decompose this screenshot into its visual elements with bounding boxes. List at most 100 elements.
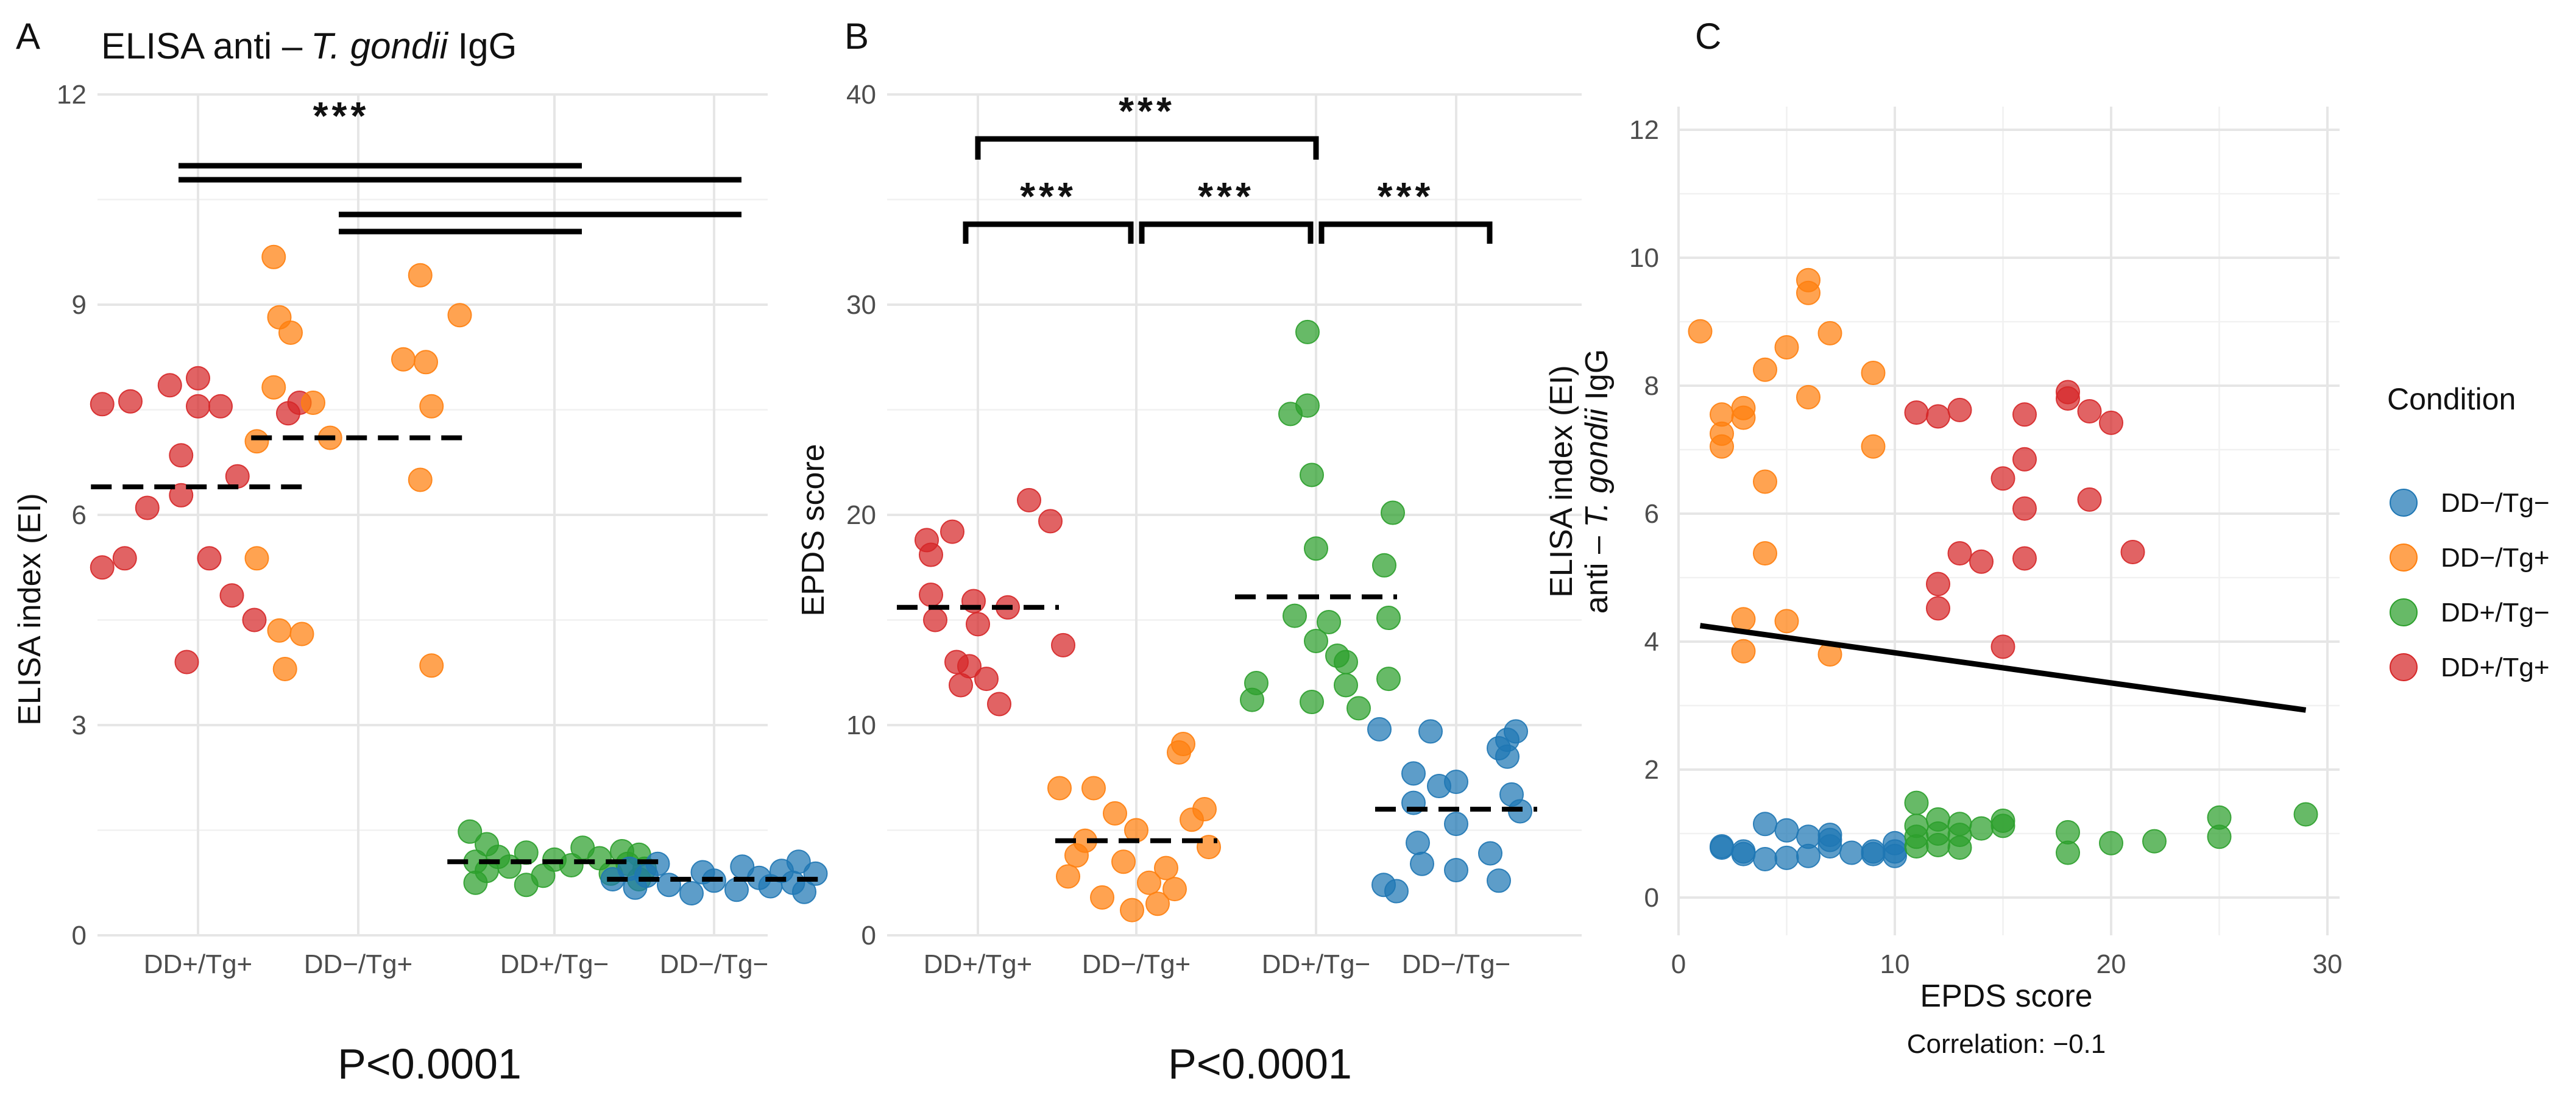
c-point <box>1753 469 1777 494</box>
c-point <box>2056 386 2080 411</box>
panel-b-major-gridlines <box>887 93 1582 937</box>
c-point <box>1753 541 1777 566</box>
a-point <box>559 853 584 877</box>
c-point <box>1904 834 1929 859</box>
a-x-tick: DD−/Tg+ <box>304 949 413 979</box>
c-point <box>1861 434 1886 459</box>
a-point <box>514 840 539 865</box>
b-point <box>1444 812 1468 837</box>
b-point <box>1418 719 1443 744</box>
panel-a-major-gridlines <box>97 93 768 937</box>
b-point <box>1240 687 1264 712</box>
b-point <box>1381 500 1405 525</box>
b-point <box>1111 849 1136 874</box>
c-point <box>2142 829 2167 854</box>
c-point <box>1796 280 1821 305</box>
a-point <box>208 394 233 419</box>
c-point <box>1861 361 1886 385</box>
c-point <box>1774 845 1799 870</box>
panel-c-y-axis-label-line2: anti – T. gondii IgG <box>1579 349 1615 614</box>
b-point <box>1162 877 1187 902</box>
b-x-tick: DD+/Tg+ <box>924 949 1033 979</box>
c-point <box>1731 841 1756 866</box>
a-y-tick: 3 <box>72 710 87 740</box>
b-point <box>1154 855 1178 880</box>
c-point <box>1817 321 1842 345</box>
panel-a-title-start: ELISA anti – <box>101 26 303 66</box>
b-point <box>1304 536 1328 561</box>
c-point <box>1688 319 1713 344</box>
panel-b-y-axis-label: EPDS score <box>796 444 831 616</box>
b-point <box>1295 319 1320 344</box>
b-point <box>1180 807 1204 832</box>
b-y-tick: 40 <box>846 80 876 110</box>
panel-c-points <box>1688 267 2318 871</box>
c-point <box>1990 634 2015 659</box>
c-point <box>1774 818 1799 843</box>
a-point <box>276 401 300 426</box>
panel-b-median-bars <box>897 594 1537 843</box>
c-point <box>1904 790 1929 815</box>
a-point <box>242 607 267 632</box>
c-point <box>2056 820 2080 845</box>
b-point <box>919 542 943 567</box>
panel-a-p-value: P<0.0001 <box>338 1040 522 1088</box>
panel-c-major-gridlines <box>1677 107 2340 935</box>
panel-c-regression <box>1699 623 2307 713</box>
panel-c-y-axis-label-line1: ELISA index (EI) <box>1544 365 1579 598</box>
panel-b: B 0 10 20 30 40 DD+/Tg+ DD−/Tg+ DD+/Tg− DD−/Tg−… <box>796 16 1582 1088</box>
b-point <box>1406 831 1430 855</box>
c-y-tick: 12 <box>1629 115 1659 145</box>
c-point <box>1969 816 1994 841</box>
b-significance-stars: *** <box>1378 174 1434 218</box>
c-y-tick: 4 <box>1644 627 1659 657</box>
a-point <box>261 244 286 269</box>
c-point <box>1753 357 1777 382</box>
c-point <box>1947 397 1972 422</box>
b-y-tick: 10 <box>846 710 876 740</box>
a-point <box>174 650 199 675</box>
b-significance-bracket <box>963 221 1134 244</box>
b-point <box>923 607 947 632</box>
b-point <box>1038 509 1063 534</box>
b-point <box>1047 776 1072 801</box>
a-point <box>289 622 314 646</box>
a-point <box>419 653 444 678</box>
a-point <box>391 347 416 372</box>
legend-swatch <box>2390 489 2418 517</box>
b-point <box>919 583 943 607</box>
c-point <box>1904 400 1929 425</box>
c-x-tick: 0 <box>1671 949 1686 979</box>
b-point <box>1334 650 1358 675</box>
b-point <box>1346 696 1371 721</box>
c-x-tick: 10 <box>1880 949 1910 979</box>
c-point <box>2099 410 2123 435</box>
b-x-tick: DD−/Tg− <box>1402 949 1511 979</box>
c-point <box>1947 541 1972 566</box>
c-point <box>1753 847 1777 871</box>
a-point <box>267 618 292 643</box>
b-point <box>1410 851 1434 876</box>
panel-a-x-tick-labels: DD+/Tg+ DD−/Tg+ DD+/Tg− DD−/Tg− <box>144 949 769 979</box>
a-point <box>408 467 433 492</box>
c-point <box>1796 843 1821 868</box>
c-point <box>1731 607 1756 632</box>
panel-b-y-tick-labels: 0 10 20 30 40 <box>846 80 876 951</box>
a-x-tick: DD+/Tg− <box>500 949 609 979</box>
b-point <box>1081 776 1106 801</box>
c-point <box>2012 447 2037 472</box>
a-point <box>301 391 325 415</box>
c-point <box>1926 596 1950 621</box>
c-point <box>2077 399 2102 423</box>
a-y-tick: 12 <box>57 80 87 110</box>
b-point <box>1283 603 1307 628</box>
b-point <box>1051 632 1075 657</box>
b-significance-stars: *** <box>1198 174 1254 218</box>
c-x-tick: 20 <box>2097 949 2126 979</box>
c-point <box>1990 466 2015 491</box>
b-point <box>1017 487 1041 512</box>
b-point <box>1376 606 1401 631</box>
c-point <box>2120 540 2145 564</box>
b-point <box>1487 868 1511 893</box>
legend: Condition DD−/Tg− DD−/Tg+ DD+/Tg− DD+/Tg+ <box>2387 382 2550 682</box>
